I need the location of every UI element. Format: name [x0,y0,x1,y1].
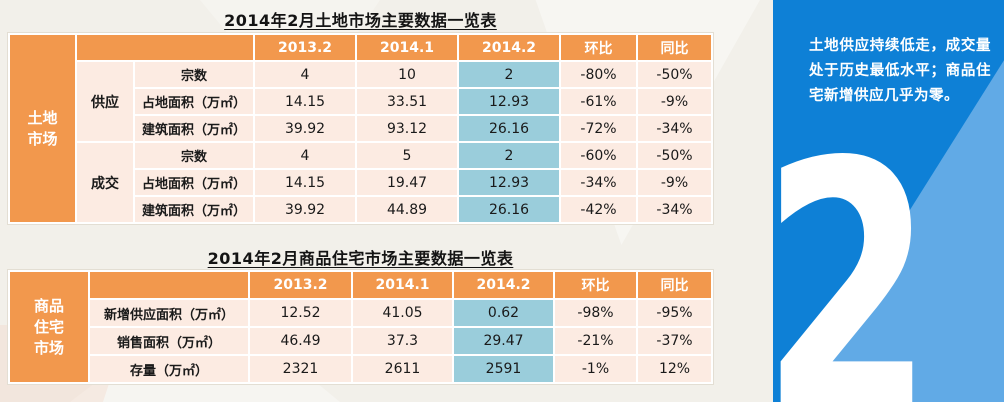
data-cell: 14.15 [255,89,355,114]
data-cell-highlight: 2 [459,143,559,168]
data-cell: 12.52 [250,300,351,326]
data-cell-highlight: 2 [459,62,559,87]
data-cell: 5 [357,143,457,168]
housing-table-row-header: 商品住宅市场 [10,272,88,382]
col-header-2014-1: 2014.1 [357,35,457,60]
table-row: 占地面积（万㎡） 14.15 33.51 12.93 -61% -9% [10,89,711,114]
metric-label: 新增供应面积（万㎡） [90,300,248,326]
data-cell-highlight: 26.16 [459,116,559,141]
data-cell: -98% [555,300,636,326]
data-cell: -34% [638,116,711,141]
metric-label: 宗数 [135,62,253,87]
metric-label: 宗数 [135,143,253,168]
data-cell: 44.89 [357,197,457,222]
data-cell: 39.92 [255,116,355,141]
data-cell: -50% [638,62,711,87]
table-row: 成交 宗数 4 5 2 -60% -50% [10,143,711,222]
table-row: 存量（万㎡） 2321 2611 2591 -1% 12% [10,356,711,382]
land-table-row-header: 土地市场 [10,35,75,222]
blank-header-cell [77,35,253,60]
data-cell: 37.3 [353,328,452,354]
page-number: 2 [773,90,934,402]
col-header-yoy: 同比 [638,272,711,298]
table-row: 建筑面积（万㎡） 39.92 93.12 26.16 -72% -34% [10,116,711,141]
metric-label: 存量（万㎡） [90,356,248,382]
side-panel: 2 土地供应持续低走，成交量处于历史最低水平；商品住宅新增供应几乎为零。 [773,0,1004,402]
col-header-2014-2: 2014.2 [459,35,559,60]
data-cell: 19.47 [357,170,457,195]
data-cell-highlight: 2591 [454,356,553,382]
table-row: 供应 宗数 4 10 2 -80% -50% [10,62,711,141]
col-header-mom: 环比 [555,272,636,298]
header-row: 土地市场 2013.2 2014.1 2014.2 环比 同比 [10,35,711,222]
col-header-2013-2: 2013.2 [255,35,355,60]
metric-label: 占地面积（万㎡） [135,170,253,195]
table-row: 占地面积（万㎡） 14.15 19.47 12.93 -34% -9% [10,170,711,195]
data-cell: -72% [561,116,636,141]
col-header-2013-2: 2013.2 [250,272,351,298]
data-cell: 2611 [353,356,452,382]
row-header-label: 商品住宅市场 [34,296,65,357]
header-row: 商品住宅市场 2013.2 2014.1 2014.2 环比 同比 [10,272,711,382]
data-cell: -21% [555,328,636,354]
data-cell: 41.05 [353,300,452,326]
land-market-table: 土地市场 2013.2 2014.1 2014.2 环比 同比 供应 宗数 4 … [8,33,713,224]
metric-label: 建筑面积（万㎡） [135,116,253,141]
data-cell: 4 [255,143,355,168]
group-label-supply: 供应 [77,62,133,141]
col-header-2014-1: 2014.1 [353,272,452,298]
data-cell: -9% [638,170,711,195]
col-header-2014-2: 2014.2 [454,272,553,298]
col-header-mom: 环比 [561,35,636,60]
housing-market-table: 商品住宅市场 2013.2 2014.1 2014.2 环比 同比 新增供应面积… [8,270,713,384]
group-label-transaction: 成交 [77,143,133,222]
table-row: 销售面积（万㎡） 46.49 37.3 29.47 -21% -37% [10,328,711,354]
data-cell: 10 [357,62,457,87]
blank-header-cell [90,272,248,298]
data-cell-highlight: 29.47 [454,328,553,354]
row-header-label: 土地市场 [27,108,58,148]
summary-note: 土地供应持续低走，成交量处于历史最低水平；商品住宅新增供应几乎为零。 [809,38,991,104]
data-cell: -37% [638,328,711,354]
data-cell: -42% [561,197,636,222]
col-header-yoy: 同比 [638,35,711,60]
metric-label: 占地面积（万㎡） [135,89,253,114]
housing-table-title: 2014年2月商品住宅市场主要数据一览表 [207,249,514,268]
data-cell: -80% [561,62,636,87]
data-cell-highlight: 12.93 [459,89,559,114]
data-cell: 39.92 [255,197,355,222]
data-cell: -34% [638,197,711,222]
data-cell: -34% [561,170,636,195]
data-cell: -95% [638,300,711,326]
metric-label: 建筑面积（万㎡） [135,197,253,222]
data-cell: -50% [638,143,711,168]
table-row: 建筑面积（万㎡） 39.92 44.89 26.16 -42% -34% [10,197,711,222]
data-cell: 4 [255,62,355,87]
data-cell: 93.12 [357,116,457,141]
data-cell: -61% [561,89,636,114]
data-cell: -9% [638,89,711,114]
data-cell: -60% [561,143,636,168]
table-row: 新增供应面积（万㎡） 12.52 41.05 0.62 -98% -95% [10,300,711,326]
data-cell: 46.49 [250,328,351,354]
data-cell-highlight: 0.62 [454,300,553,326]
data-cell: 14.15 [255,170,355,195]
data-cell-highlight: 26.16 [459,197,559,222]
metric-label: 销售面积（万㎡） [90,328,248,354]
land-table-title: 2014年2月土地市场主要数据一览表 [224,11,497,30]
data-cell: 12% [638,356,711,382]
data-cell: 2321 [250,356,351,382]
data-cell: 33.51 [357,89,457,114]
data-cell-highlight: 12.93 [459,170,559,195]
data-cell: -1% [555,356,636,382]
